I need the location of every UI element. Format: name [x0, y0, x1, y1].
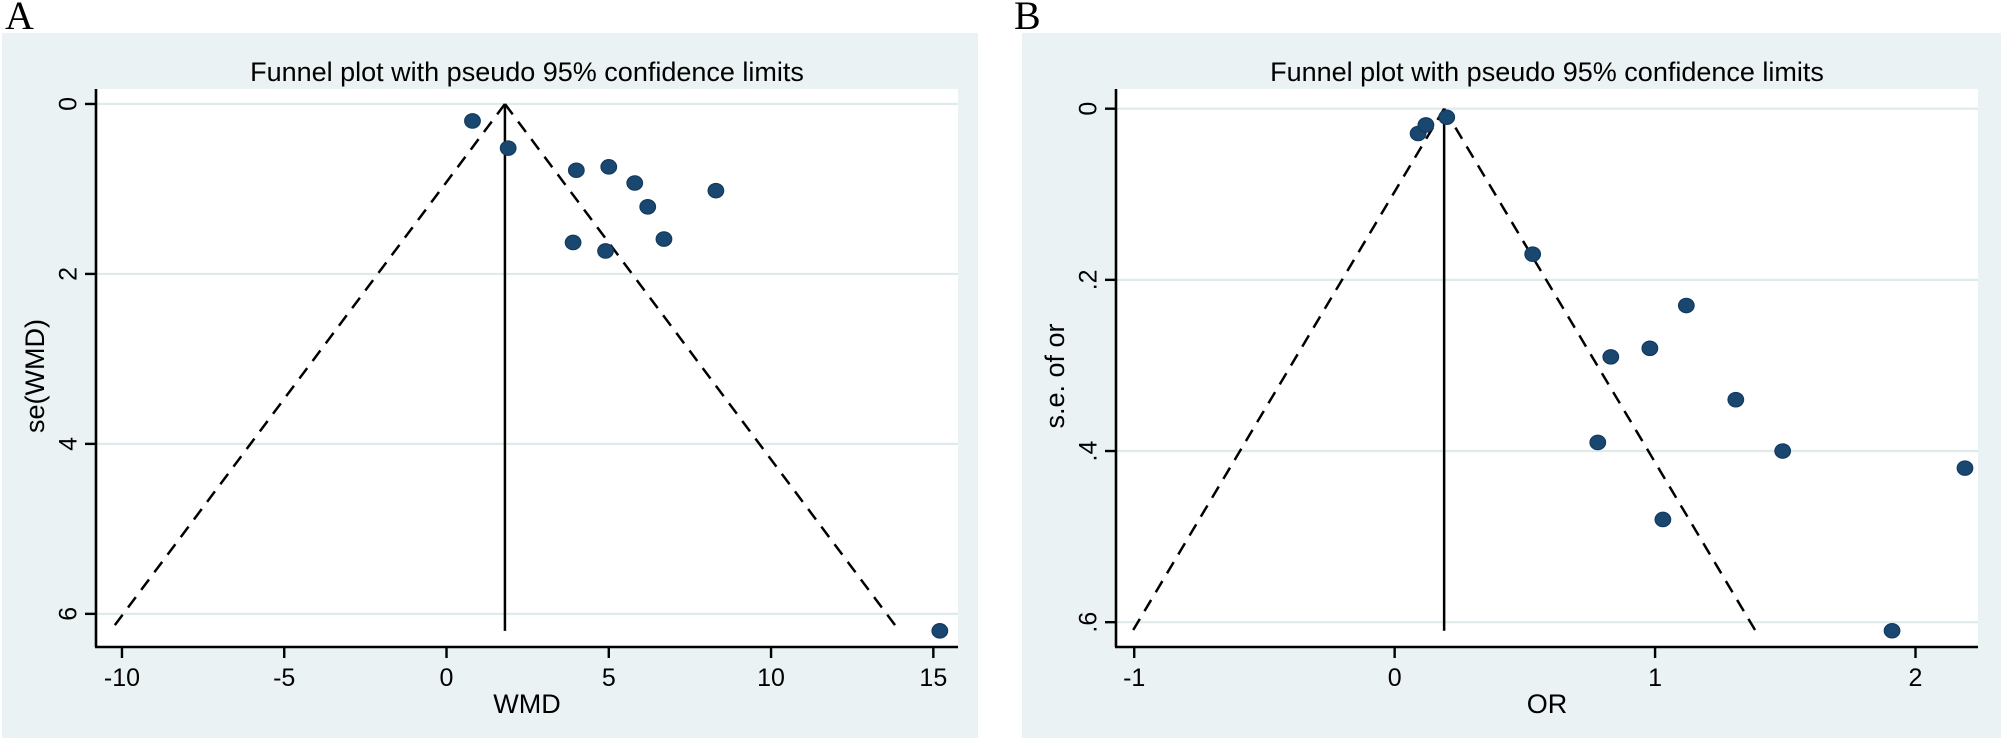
panel-a-letter: A	[5, 0, 34, 38]
y-axis-title-a: se(WMD)	[20, 319, 50, 433]
funnel-plot-panel-a: -10 -5 0 5 10 15 0 2 4 6 Funnel plot with pseudo …	[2, 33, 978, 738]
plot-area	[1116, 89, 1978, 647]
chart-title-b: Funnel plot with pseudo 95% confidence l…	[1270, 57, 1824, 87]
panel-b-letter: B	[1014, 0, 1041, 38]
y-tick-label: 2	[55, 267, 83, 281]
y-tick-label: 0	[55, 97, 83, 111]
study-data-point	[1524, 246, 1542, 262]
x-axis-title-b: OR	[1526, 689, 1568, 719]
x-tick-label: -10	[104, 664, 140, 692]
y-tick-label: 4	[55, 437, 83, 451]
study-data-point	[1883, 622, 1901, 639]
study-data-point	[499, 140, 517, 156]
study-data-point	[567, 162, 585, 179]
x-tick-label: 0	[440, 664, 454, 692]
y-tick-label: .2	[1075, 269, 1103, 290]
x-tick-label: 1	[1648, 664, 1662, 692]
x-axis-title-a: WMD	[493, 689, 561, 719]
funnel-chart-b: -1 0 1 2 0 .2 .4 .6	[1075, 89, 1978, 692]
study-data-point	[1956, 460, 1974, 476]
x-tick-label: -5	[273, 664, 295, 692]
study-data-point	[1589, 434, 1607, 451]
y-axis-title-b: s.e. of or	[1040, 323, 1070, 429]
x-tick-label: 10	[757, 664, 785, 692]
study-data-point	[639, 198, 657, 215]
funnel-right-ci-line	[1443, 108, 1757, 632]
plot-area	[96, 89, 958, 647]
x-tick-label: 0	[1388, 664, 1402, 692]
study-data-point	[1677, 297, 1695, 314]
y-tick-label: 6	[55, 607, 83, 621]
study-data-point	[707, 182, 725, 199]
funnel-plot-panel-b: -1 0 1 2 0 .2 .4 .6 Funnel plot with pseudo 95%…	[1022, 33, 2001, 738]
y-tick-label: .4	[1075, 440, 1103, 461]
study-data-point	[1727, 391, 1745, 408]
study-data-point	[655, 231, 673, 247]
x-tick-label: -1	[1123, 664, 1145, 692]
study-data-point	[464, 113, 481, 129]
study-data-point	[1654, 511, 1672, 528]
x-tick-label: 15	[919, 664, 947, 692]
x-tick-label: 2	[1909, 664, 1923, 692]
study-data-point	[1774, 443, 1792, 459]
y-tick-label: 0	[1075, 102, 1103, 116]
study-data-point	[1641, 340, 1659, 357]
study-data-point	[1417, 117, 1435, 133]
funnel-chart-a: -10 -5 0 5 10 15 0 2 4 6	[55, 89, 958, 692]
study-data-point	[600, 159, 618, 175]
study-data-point	[931, 623, 949, 639]
study-data-point	[1438, 109, 1456, 126]
funnel-left-ci-line	[1131, 108, 1446, 632]
study-data-point	[564, 234, 582, 251]
study-data-point	[626, 175, 644, 191]
chart-title-a: Funnel plot with pseudo 95% confidence l…	[250, 57, 804, 87]
x-tick-label: 5	[602, 664, 616, 692]
study-data-point	[597, 243, 614, 259]
study-data-point	[1602, 349, 1620, 365]
y-tick-label: .6	[1075, 612, 1103, 633]
